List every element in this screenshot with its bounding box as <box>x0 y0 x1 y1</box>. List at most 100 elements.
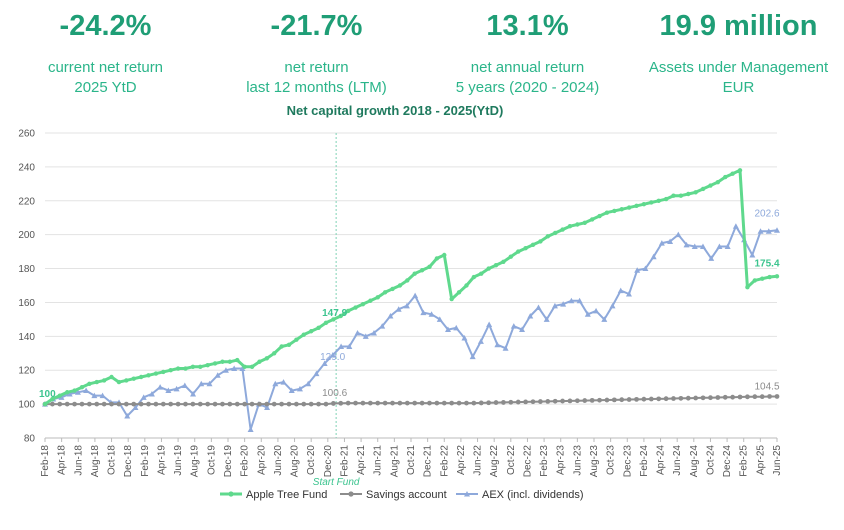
data-point-savings <box>72 401 77 407</box>
data-point-fund <box>686 191 691 197</box>
data-label: 104.5 <box>754 381 779 392</box>
x-tick-label: Jun-20 <box>273 445 284 476</box>
data-point-savings <box>301 401 307 407</box>
data-point-aex <box>732 223 739 229</box>
data-point-savings <box>486 400 492 406</box>
data-point-savings <box>626 397 632 402</box>
kpi-label: net annual return 5 years (2020 - 2024) <box>455 59 600 96</box>
data-point-savings <box>567 398 573 404</box>
data-point-aex <box>264 404 271 410</box>
data-point-fund <box>700 186 706 192</box>
data-point-savings <box>367 400 373 406</box>
data-point-aex <box>124 412 131 419</box>
data-labels: 100 147.9 175.4 129.0 202.6 100.6 104.5 <box>39 208 780 400</box>
series-savings-account-line <box>45 395 777 406</box>
data-point-aex <box>477 338 484 344</box>
x-tick-label: Feb-21 <box>339 445 350 477</box>
data-point-savings <box>123 401 129 407</box>
data-point-aex <box>280 379 287 385</box>
kpi-annual: 13.1% net annual return 5 years (2020 - … <box>422 8 633 98</box>
data-point-savings <box>552 398 558 404</box>
data-point-fund <box>612 208 617 214</box>
x-tick-label: Aug-21 <box>389 445 400 478</box>
data-point-savings <box>449 400 455 406</box>
data-point-fund <box>760 276 765 281</box>
data-point-aex <box>691 243 698 250</box>
data-point-fund <box>198 364 203 370</box>
data-label: 175.4 <box>754 258 779 269</box>
data-point-aex <box>74 389 81 395</box>
data-point-savings <box>589 397 595 403</box>
data-point-savings <box>175 401 181 407</box>
data-point-aex <box>683 241 690 248</box>
data-point-savings <box>700 395 706 401</box>
start-fund-label: Start Fund <box>313 477 360 488</box>
data-point-aex <box>568 297 575 304</box>
data-point-fund <box>368 298 373 303</box>
data-point-savings <box>745 394 750 400</box>
data-point-savings <box>752 394 758 400</box>
data-point-fund <box>774 274 780 279</box>
data-point-aex <box>329 351 336 358</box>
x-tick-label: Oct-22 <box>506 445 517 475</box>
data-point-fund <box>693 190 698 195</box>
data-point-fund <box>427 264 432 270</box>
data-point-fund <box>671 193 676 198</box>
x-tick-label: Aug-22 <box>489 445 500 478</box>
data-point-aex <box>453 324 460 331</box>
x-tick-label: Jun-23 <box>572 445 583 476</box>
kpi-label: current net return 2025 YtD <box>47 59 164 96</box>
data-label: 147.9 <box>322 308 347 319</box>
x-tick-label: Feb-22 <box>439 445 450 477</box>
data-point-fund <box>353 305 358 310</box>
data-point-aex <box>642 265 649 272</box>
data-point-fund <box>279 344 284 349</box>
data-point-aex <box>288 387 295 394</box>
data-point-fund <box>190 364 196 370</box>
data-point-savings <box>523 399 529 405</box>
x-tick-label: Apr-19 <box>156 445 167 475</box>
x-tick-label: Aug-23 <box>589 445 600 478</box>
data-point-fund <box>745 284 750 290</box>
x-tick-label: Dec-18 <box>123 445 134 478</box>
data-point-aex <box>313 370 320 377</box>
data-point-fund <box>205 362 210 368</box>
data-point-savings <box>582 398 588 403</box>
data-point-aex <box>181 382 188 388</box>
data-point-savings <box>116 401 122 407</box>
data-point-aex <box>650 253 657 260</box>
data-point-fund <box>678 193 684 198</box>
x-axis: Feb-18 Apr-18 Jun-18 Aug-18 Oct-18 Dec-18 Feb-… <box>40 438 783 477</box>
data-point-fund <box>57 393 62 398</box>
data-point-fund <box>419 268 425 273</box>
series-lines <box>42 168 780 433</box>
data-point-savings <box>767 394 773 399</box>
data-point-savings <box>611 397 617 403</box>
data-point-savings <box>160 401 166 407</box>
x-tick-label: Feb-23 <box>539 445 550 477</box>
kpi-value: -24.2% <box>59 10 152 42</box>
data-point-savings <box>759 394 765 400</box>
data-point-fund <box>94 379 99 385</box>
x-tick-label: Apr-22 <box>456 445 467 475</box>
data-point-aex <box>601 316 608 322</box>
data-point-savings <box>249 401 255 407</box>
data-point-savings <box>197 401 203 407</box>
data-point-aex <box>543 316 550 322</box>
x-tick-label: Oct-19 <box>206 445 217 475</box>
data-point-aex <box>757 228 764 234</box>
data-point-fund <box>294 337 299 342</box>
data-point-savings <box>242 401 248 407</box>
data-point-savings <box>131 401 137 407</box>
data-point-aex <box>370 329 377 336</box>
data-point-fund <box>545 234 550 239</box>
data-point-fund <box>375 295 380 300</box>
y-tick-label: 160 <box>18 298 35 309</box>
data-point-fund <box>124 378 129 383</box>
series-aex-line <box>44 225 778 431</box>
y-axis: 80 100 120 140 160 180 200 220 240 260 <box>18 129 35 445</box>
data-point-savings <box>271 401 277 407</box>
data-point-fund <box>345 308 351 314</box>
data-point-aex <box>346 343 353 349</box>
data-point-aex <box>157 384 164 390</box>
